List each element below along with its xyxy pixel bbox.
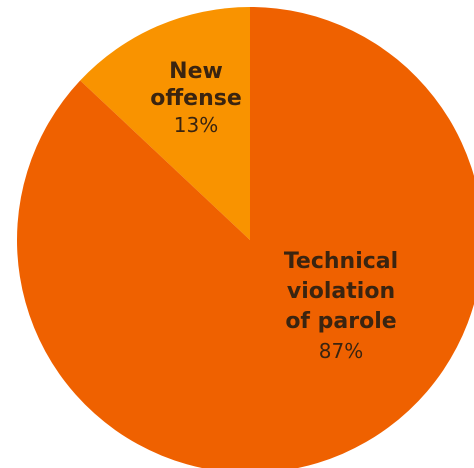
pie-value-label: 13% — [174, 113, 218, 137]
pie-label-line: violation — [287, 279, 395, 304]
pie-slice-technical-violation-of-parole — [17, 7, 474, 468]
pie-label-line: New — [169, 59, 223, 84]
pie-label-line: Technical — [284, 249, 398, 274]
pie-label-line: offense — [150, 86, 242, 111]
pie-value-label: 87% — [319, 339, 363, 363]
pie-slices — [17, 7, 474, 468]
pie-slice-new-offense — [80, 7, 251, 240]
pie-labels: New offense 13% Technical violation of parole… — [150, 59, 398, 363]
pie-label-new-offense: New offense 13% — [150, 59, 242, 137]
pie-label-technical-violation-of-parole: Technical violation of parole 87% — [284, 249, 398, 363]
pie-label-line: of parole — [285, 309, 396, 334]
